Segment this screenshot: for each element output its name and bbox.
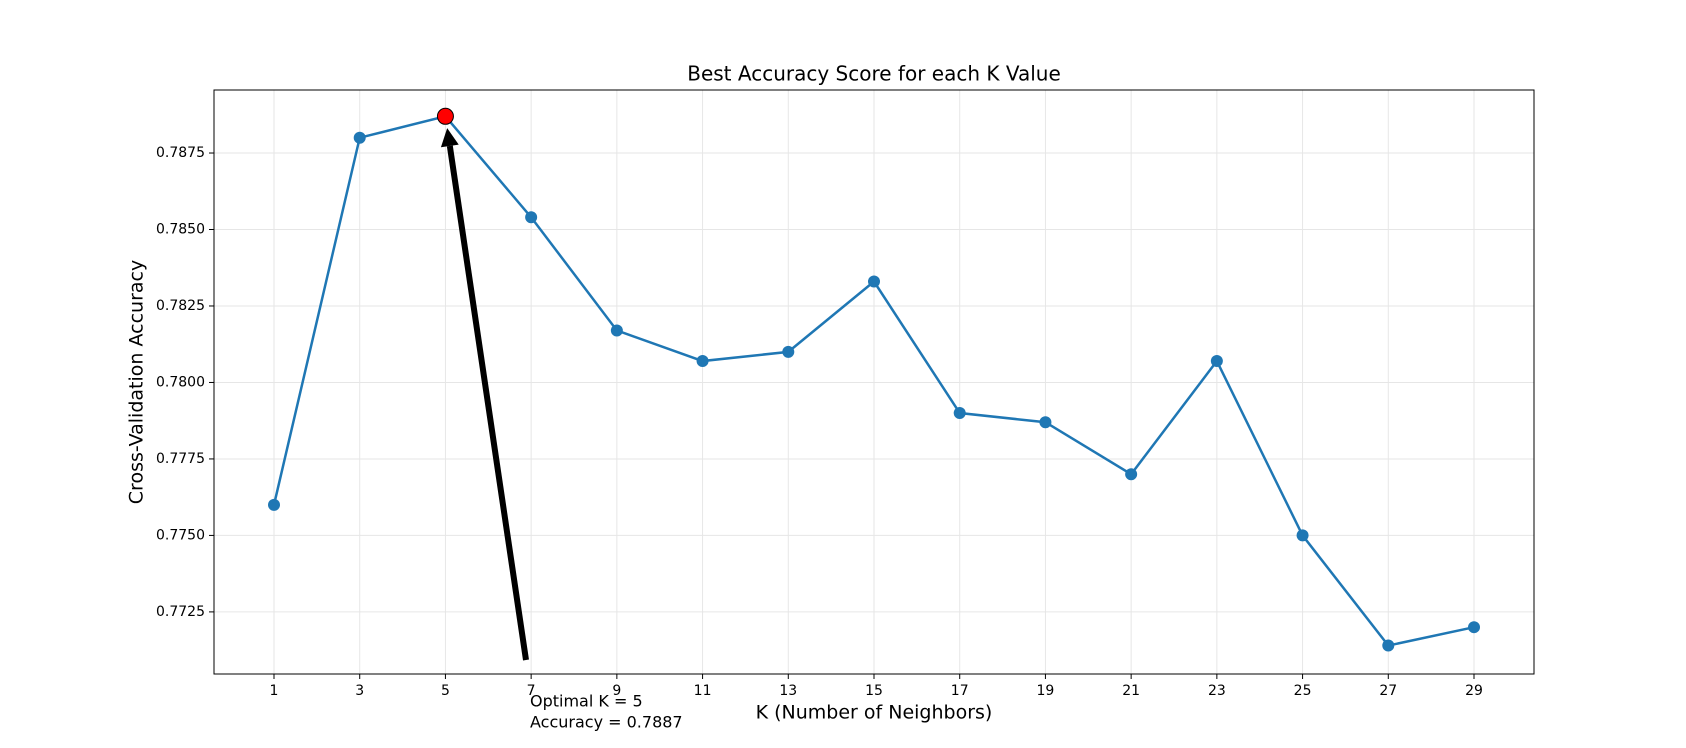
data-point bbox=[782, 345, 795, 358]
data-point bbox=[1382, 639, 1395, 652]
data-point bbox=[268, 498, 280, 511]
x-tick-label: 9 bbox=[612, 683, 621, 699]
x-tick-label: 5 bbox=[441, 683, 450, 699]
x-tick-label: 1 bbox=[270, 683, 279, 699]
data-point bbox=[1210, 355, 1223, 368]
data-point bbox=[1296, 529, 1309, 542]
x-tick-label: 7 bbox=[527, 683, 536, 699]
annotation-text: Optimal K = 5 bbox=[530, 692, 643, 711]
y-tick-label: 0.7800 bbox=[156, 374, 205, 390]
annotation-text: Accuracy = 0.7887 bbox=[530, 713, 683, 732]
y-tick-label: 0.7875 bbox=[156, 145, 205, 161]
y-tick-label: 0.7725 bbox=[156, 604, 205, 620]
data-point bbox=[1125, 468, 1138, 481]
x-tick-label: 29 bbox=[1465, 683, 1483, 699]
data-point bbox=[953, 407, 966, 420]
y-tick-label: 0.7750 bbox=[156, 527, 205, 543]
plot-frame bbox=[213, 89, 1535, 675]
data-point bbox=[696, 355, 709, 368]
x-tick-label: 13 bbox=[779, 683, 797, 699]
chart-title: Best Accuracy Score for each K Value bbox=[687, 62, 1061, 86]
x-tick-label: 19 bbox=[1037, 683, 1055, 699]
x-axis-label: K (Number of Neighbors) bbox=[756, 702, 993, 724]
x-tick-label: 23 bbox=[1208, 683, 1226, 699]
annotation-arrowhead bbox=[440, 128, 459, 148]
x-tick-label: 17 bbox=[951, 683, 969, 699]
highlight-point bbox=[436, 107, 454, 125]
y-axis-label: Cross-Validation Accuracy bbox=[126, 260, 148, 504]
data-point bbox=[868, 275, 880, 288]
data-point bbox=[353, 131, 366, 144]
y-tick-label: 0.7850 bbox=[156, 221, 205, 237]
y-tick-label: 0.7825 bbox=[156, 298, 205, 314]
annotation-arrow bbox=[446, 145, 529, 661]
x-tick-label: 15 bbox=[865, 683, 883, 699]
y-tick-label: 0.7775 bbox=[156, 451, 205, 467]
x-tick-label: 3 bbox=[355, 683, 364, 699]
data-point bbox=[1468, 621, 1480, 634]
data-point bbox=[1039, 416, 1052, 429]
data-point bbox=[610, 324, 623, 337]
x-tick-label: 27 bbox=[1379, 683, 1397, 699]
x-tick-label: 21 bbox=[1122, 683, 1140, 699]
x-tick-label: 25 bbox=[1294, 683, 1312, 699]
data-point bbox=[525, 211, 538, 224]
x-tick-label: 11 bbox=[694, 683, 712, 699]
